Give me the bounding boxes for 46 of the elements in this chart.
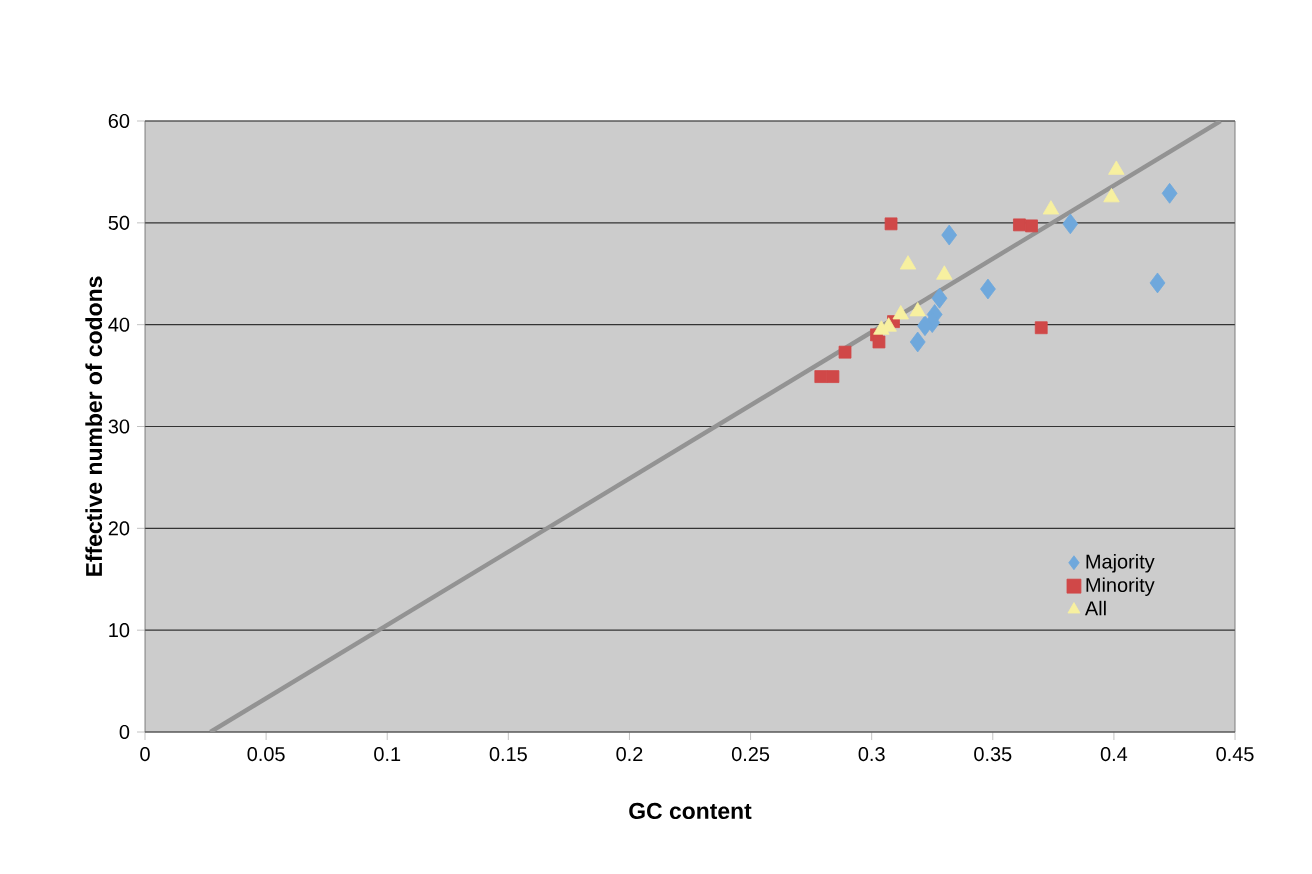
x-axis-title: GC content (629, 802, 752, 820)
y-tick-label: 10 (109, 623, 130, 638)
y-tick-label: 0 (119, 724, 130, 740)
x-tick-label: 0.15 (489, 747, 527, 762)
point (936, 265, 953, 280)
point (1161, 182, 1178, 204)
point (884, 217, 898, 231)
y-tick-label: 60 (108, 113, 130, 129)
point (1149, 272, 1166, 294)
y-tick-label: 50 (108, 215, 130, 230)
point (1062, 213, 1079, 235)
x-tick-label: 0 (140, 747, 150, 762)
x-tick-label: 0.25 (731, 747, 770, 762)
legend-label: All (1084, 600, 1106, 616)
point (909, 302, 926, 317)
point (980, 278, 996, 300)
x-tick-label: 0.2 (616, 747, 643, 762)
x-tick-label: 0.45 (1216, 747, 1254, 762)
point (917, 315, 933, 337)
legend-label: Minority (1086, 577, 1155, 596)
point (909, 331, 926, 353)
point (1042, 200, 1060, 215)
point (1103, 188, 1120, 203)
y-axis-title: Effective number of codons (85, 276, 103, 576)
point (931, 287, 948, 309)
y-tick-label: 40 (108, 317, 130, 332)
point (1108, 160, 1125, 175)
point (1034, 321, 1048, 335)
point (941, 224, 958, 246)
x-tick-label: 0.4 (1100, 747, 1128, 762)
x-tick-label: 0.1 (374, 747, 401, 762)
x-tick-label: 0.05 (247, 747, 285, 762)
y-tick-label: 30 (108, 419, 130, 434)
point (814, 370, 828, 383)
x-tick-label: 0.35 (974, 747, 1012, 762)
point (838, 345, 852, 359)
point (1013, 218, 1026, 232)
x-tick-label: 0.3 (858, 747, 885, 762)
point (873, 320, 890, 335)
point (1025, 219, 1038, 233)
point (892, 305, 909, 320)
point (826, 370, 840, 383)
y-tick-label: 20 (108, 521, 130, 536)
legend-label: Majority (1086, 554, 1155, 573)
point (899, 255, 917, 270)
point (872, 335, 886, 349)
